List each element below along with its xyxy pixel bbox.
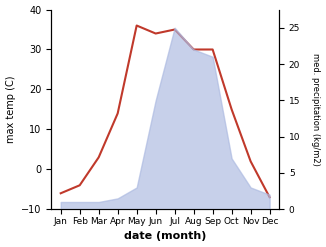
Y-axis label: med. precipitation (kg/m2): med. precipitation (kg/m2)	[311, 53, 320, 166]
Y-axis label: max temp (C): max temp (C)	[6, 76, 16, 143]
X-axis label: date (month): date (month)	[124, 231, 206, 242]
